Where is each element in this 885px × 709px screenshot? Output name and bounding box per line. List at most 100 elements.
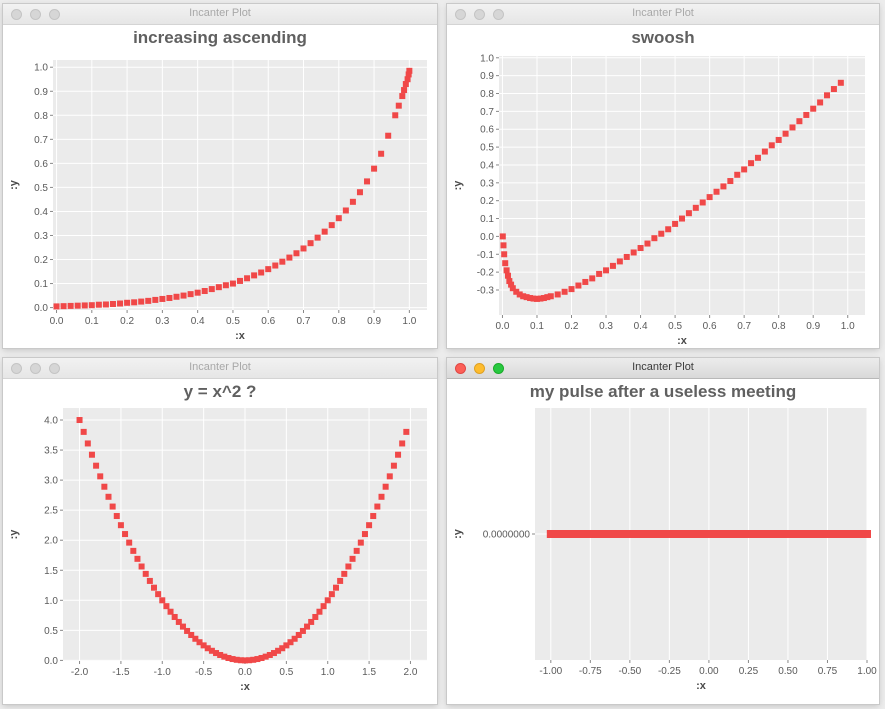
data-point	[736, 530, 745, 538]
zoom-icon[interactable]	[49, 9, 60, 20]
data-point	[134, 555, 141, 562]
data-point	[405, 71, 412, 78]
data-point	[789, 124, 796, 131]
data-point	[654, 530, 663, 538]
data-point	[568, 286, 575, 293]
zoom-icon[interactable]	[49, 363, 60, 374]
y-axis-label: :y	[8, 529, 20, 540]
plot-window-increasing-ascending[interactable]: Incanter Plot increasing ascending 0.0 0.1…	[3, 4, 437, 348]
y-tick-label: -0.3	[477, 285, 495, 296]
x-tick-label: 0.8	[772, 321, 786, 332]
data-point	[672, 220, 679, 227]
plot-window-swoosh[interactable]: Incanter Plot swoosh 0.0 0.1 0.2 0.3 0.4 0.5 0.…	[447, 4, 879, 348]
y-tick-label: 0.1	[34, 279, 48, 290]
data-point	[166, 294, 173, 301]
data-point	[173, 293, 180, 300]
data-point	[666, 530, 675, 538]
data-point	[349, 555, 356, 562]
data-point	[630, 249, 637, 256]
data-point	[184, 627, 191, 634]
close-icon[interactable]	[455, 9, 466, 20]
data-point	[357, 539, 364, 546]
y-tick-label: 1.0	[480, 53, 494, 64]
y-tick-label: 0.4	[34, 207, 48, 218]
zoom-icon[interactable]	[493, 363, 504, 374]
close-icon[interactable]	[11, 9, 22, 20]
data-point	[194, 289, 201, 296]
data-point	[208, 286, 215, 293]
data-point	[237, 657, 244, 664]
data-point	[307, 240, 314, 247]
minimize-icon[interactable]	[474, 363, 485, 374]
data-point	[265, 266, 272, 273]
data-point	[837, 530, 846, 538]
data-point	[603, 267, 610, 274]
y-tick-label: 3.0	[44, 476, 58, 487]
data-point	[93, 462, 100, 469]
data-point	[647, 530, 656, 538]
data-point	[53, 303, 60, 310]
data-point	[171, 613, 178, 620]
data-point	[208, 647, 215, 654]
data-point	[572, 530, 581, 538]
data-point	[553, 530, 562, 538]
zoom-icon[interactable]	[493, 9, 504, 20]
data-point	[341, 570, 348, 577]
window-titlebar[interactable]: Incanter Plot	[3, 4, 437, 25]
data-point	[812, 530, 821, 538]
x-tick-label: 0.0	[238, 667, 252, 678]
data-point	[328, 222, 335, 229]
data-point	[187, 291, 194, 298]
x-tick-label: 0.2	[120, 316, 134, 327]
data-point	[81, 302, 88, 309]
data-point	[856, 530, 865, 538]
data-point	[270, 650, 277, 657]
y-tick-label: 0.4	[480, 160, 494, 171]
data-point	[641, 530, 650, 538]
window-titlebar[interactable]: Incanter Plot	[447, 358, 879, 379]
x-tick-label: 0.7	[737, 321, 751, 332]
data-point	[188, 632, 195, 639]
data-point	[699, 199, 706, 206]
data-point	[295, 632, 302, 639]
minimize-icon[interactable]	[474, 9, 485, 20]
window-titlebar[interactable]: Incanter Plot	[3, 358, 437, 379]
minimize-icon[interactable]	[30, 363, 41, 374]
data-point	[622, 530, 631, 538]
data-point	[520, 293, 527, 300]
data-point	[167, 608, 174, 615]
x-tick-label: 0.4	[634, 321, 648, 332]
y-tick-label: 0.0	[44, 656, 58, 667]
chart-title: swoosh	[631, 28, 694, 47]
y-tick-label: -0.2	[477, 268, 495, 279]
data-point	[665, 226, 672, 233]
window-titlebar[interactable]: Incanter Plot	[447, 4, 879, 25]
data-point	[830, 86, 837, 93]
data-point	[258, 269, 265, 276]
x-tick-label: 0.3	[599, 321, 613, 332]
x-axis-label: :x	[696, 680, 707, 692]
x-tick-label: 0.3	[155, 316, 169, 327]
data-point	[335, 215, 342, 222]
minimize-icon[interactable]	[30, 9, 41, 20]
data-point	[286, 254, 293, 261]
y-tick-label: -0.1	[477, 250, 495, 261]
data-point	[371, 165, 378, 172]
data-point	[151, 584, 157, 591]
x-tick-label: 0.0	[50, 316, 64, 327]
data-point	[279, 645, 286, 652]
data-series	[76, 417, 410, 664]
data-point	[258, 654, 265, 661]
data-point	[370, 513, 377, 520]
data-point	[316, 608, 323, 615]
y-tick-label: 0.7	[34, 135, 48, 146]
plot-window-y-equals-x-squared[interactable]: Incanter Plot y = x^2 ? -2.0 -1.5 -1.0 -0.5 0…	[3, 358, 437, 704]
plot-window-pulse[interactable]: Incanter Plot my pulse after a useless m…	[447, 358, 879, 704]
data-point	[527, 295, 534, 302]
window-title: Incanter Plot	[632, 7, 694, 19]
close-icon[interactable]	[455, 363, 466, 374]
data-point	[537, 295, 544, 302]
x-tick-label: 0.2	[565, 321, 579, 332]
y-tick-label: 2.0	[44, 536, 58, 547]
close-icon[interactable]	[11, 363, 22, 374]
